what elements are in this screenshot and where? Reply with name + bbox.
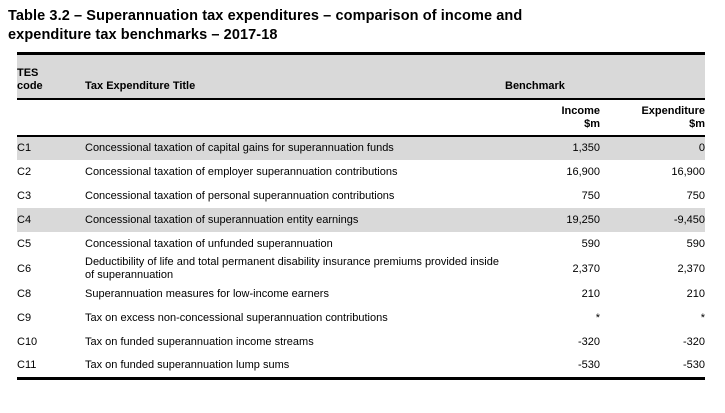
table-subheader-row: Income $m Expenditure $m [17, 99, 706, 137]
title-column-header: Tax Expenditure Title [85, 52, 505, 100]
expenditure-value-cell: * [700, 311, 706, 324]
table-row: C5 Concessional taxation of unfunded supe… [17, 232, 705, 256]
income-value-cell: -530 [505, 354, 600, 380]
income-value-cell: 2,370 [572, 262, 600, 275]
table-row: C4 Concessional taxation of superannuatio… [17, 208, 706, 232]
table-caption: Table 3.2 – Superannuation tax expenditu… [8, 7, 725, 45]
expenditure-title-cell: Concessional taxation of superannuation … [85, 208, 505, 232]
income-value-cell: 750 [581, 189, 600, 202]
expenditure-value-cell: 0 [600, 136, 706, 160]
expenditure-title-cell: Superannuation measures for low-income e… [85, 287, 329, 300]
income-column-header: Income $m [505, 99, 600, 137]
expenditure-title-cell: Concessional taxation of personal supera… [85, 189, 395, 202]
table-row: C6 Deductibility of life and total perman… [17, 256, 705, 282]
expenditure-value-cell: 210 [686, 287, 706, 300]
expenditure-value-cell: 16,900 [671, 165, 706, 178]
expenditure-title-cell: Tax on funded superannuation lump sums [85, 354, 505, 380]
expenditure-value-cell: -530 [600, 354, 706, 380]
tes-code-cell: C3 [17, 189, 32, 202]
income-value-cell: 19,250 [505, 208, 600, 232]
table-caption-line1: Table 3.2 – Superannuation tax expenditu… [8, 8, 523, 24]
table-row: C3 Concessional taxation of personal supe… [17, 184, 705, 208]
expenditure-title-cell: Concessional taxation of employer supera… [85, 165, 398, 178]
income-value-cell: * [595, 311, 600, 324]
income-value-cell: -320 [577, 335, 600, 348]
tes-code-cell: C11 [17, 354, 85, 380]
table-body: C1 Concessional taxation of capital gains… [17, 136, 706, 380]
table-header-row: TES code Tax Expenditure Title Benchmark [17, 52, 706, 100]
expenditure-column-header: Expenditure $m [600, 99, 706, 137]
table-row: C11 Tax on funded superannuation lump sum… [17, 354, 706, 380]
table-row: C2 Concessional taxation of employer supe… [17, 160, 705, 184]
table-row: C10 Tax on funded superannuation income s… [17, 330, 705, 354]
expenditure-value-cell: 590 [686, 237, 706, 250]
income-value-cell: 16,900 [566, 165, 600, 178]
expenditure-title-cell: Deductibility of life and total permanen… [85, 256, 499, 281]
income-value-cell: 210 [581, 287, 600, 300]
tes-code-cell: C5 [17, 237, 32, 250]
expenditure-title-cell: Tax on funded superannuation income stre… [85, 335, 314, 348]
tes-code-cell: C9 [17, 311, 32, 324]
table-caption-line2: expenditure tax benchmarks – 2017-18 [8, 27, 278, 43]
income-value-cell: 590 [581, 237, 600, 250]
document-page: { "title": { "line1": "Table 3.2 – Super… [0, 7, 725, 413]
tes-code-cell: C1 [17, 136, 85, 160]
tes-code-cell: C6 [17, 262, 32, 275]
table-row: C8 Superannuation measures for low-income… [17, 282, 705, 306]
tes-code-cell: C10 [17, 335, 38, 348]
expenditure-value-cell: -9,450 [600, 208, 706, 232]
tax-expenditures-table: TES code Tax Expenditure Title Benchmark… [17, 52, 706, 380]
expenditure-title-cell: Tax on excess non-concessional superannu… [85, 311, 388, 324]
tes-code-cell: C2 [17, 165, 32, 178]
expenditure-value-cell: 2,370 [677, 262, 706, 275]
tes-code-cell: C8 [17, 287, 32, 300]
expenditure-value-cell: 750 [686, 189, 706, 202]
tes-code-column-header: TES code [17, 52, 85, 100]
benchmark-group-header: Benchmark [505, 52, 706, 100]
table-row: C1 Concessional taxation of capital gains… [17, 136, 706, 160]
empty-header-cell [85, 99, 505, 137]
expenditure-value-cell: -320 [682, 335, 706, 348]
income-value-cell: 1,350 [505, 136, 600, 160]
tes-code-cell: C4 [17, 208, 85, 232]
table-header: TES code Tax Expenditure Title Benchmark… [17, 52, 706, 137]
empty-header-cell [17, 99, 85, 137]
expenditure-title-cell: Concessional taxation of unfunded supera… [85, 237, 333, 250]
expenditure-title-cell: Concessional taxation of capital gains f… [85, 136, 505, 160]
table-row: C9 Tax on excess non-concessional superan… [17, 306, 705, 330]
